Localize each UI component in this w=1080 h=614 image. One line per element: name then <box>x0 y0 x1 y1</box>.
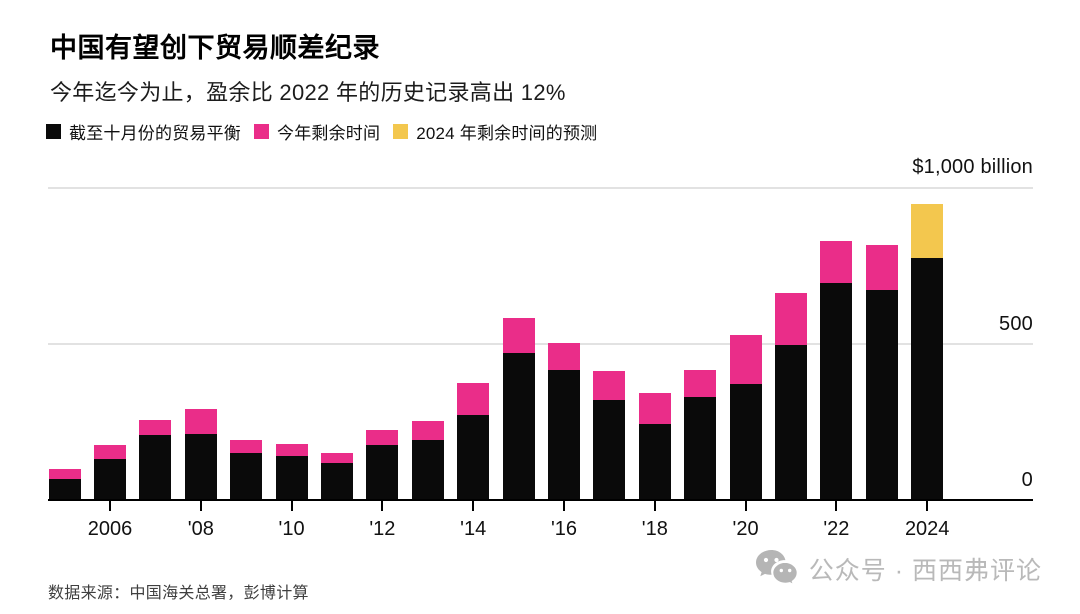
bar-2022-balance-segment <box>820 283 853 500</box>
bar-2008-balance-segment <box>184 433 217 500</box>
x-axis-tick-2016 <box>563 501 565 511</box>
legend-swatch-black <box>46 124 61 139</box>
x-axis-label-2008: '08 <box>187 518 214 540</box>
x-axis-tick-2006 <box>109 501 111 511</box>
x-axis-label-2010: '10 <box>278 518 305 540</box>
bar-2015-balance-segment <box>502 352 535 500</box>
legend-item-balance: 截至十月份的贸易平衡 <box>46 119 241 144</box>
bar-2008-rest-segment <box>184 408 217 434</box>
bar-2006-rest-segment <box>94 444 126 460</box>
legend-label: 2024 年剩余时间的预测 <box>416 124 598 143</box>
x-axis-label-2018: '18 <box>641 518 668 540</box>
x-axis-tick-2024 <box>926 501 929 511</box>
bar-2009-rest-segment <box>230 440 263 454</box>
legend-label: 今年剩余时间 <box>277 124 381 143</box>
bar-2012-balance-segment <box>366 445 399 500</box>
bar-2015-rest-segment <box>502 318 535 353</box>
bar-2009-balance-segment <box>230 453 263 500</box>
bar-2010-balance-segment <box>275 456 308 500</box>
bar-2014-balance-segment <box>457 415 490 500</box>
legend-item-rest-of-year: 今年剩余时间 <box>254 119 380 144</box>
bar-2021-rest-segment <box>775 293 807 345</box>
watermark-text: 公众号 · 西西弗评论 <box>808 557 1042 585</box>
legend-swatch-yellow <box>393 124 409 139</box>
bar-2020-rest-segment <box>729 334 762 384</box>
bar-2006-balance-segment <box>94 459 126 500</box>
x-axis-tick-2020 <box>744 501 747 511</box>
x-axis-label-2006: 2006 <box>87 518 133 540</box>
bar-2022-rest-segment <box>820 240 853 284</box>
legend-item-forecast: 2024 年剩余时间的预测 <box>393 119 597 144</box>
bar-2019-rest-segment <box>684 369 717 397</box>
bar-2024-forecast-segment <box>911 204 944 258</box>
data-source-note: 数据来源：中国海关总署，彭博计算 <box>48 585 309 602</box>
bar-2024-balance-segment <box>911 257 944 500</box>
x-axis-label-2014: '14 <box>460 518 487 540</box>
wechat-icon <box>755 550 799 587</box>
bar-2013-balance-segment <box>411 440 444 500</box>
watermark: 公众号 · 西西弗评论 <box>755 549 1042 589</box>
bar-2021-balance-segment <box>775 344 807 500</box>
bar-2011-balance-segment <box>321 463 353 500</box>
bar-2005-rest-segment <box>48 468 81 480</box>
x-axis-tick-2022 <box>835 501 838 511</box>
bar-2013-rest-segment <box>411 421 444 441</box>
bar-2007-rest-segment <box>139 420 172 436</box>
chart-legend: 截至十月份的贸易平衡 今年剩余时间 2024 年剩余时间的预测 <box>46 119 597 144</box>
bar-2012-rest-segment <box>366 430 399 446</box>
x-axis-tick-2010 <box>290 501 293 511</box>
bar-2018-rest-segment <box>638 392 671 424</box>
bar-2016-rest-segment <box>548 343 580 370</box>
x-axis-tick-2008 <box>199 501 202 511</box>
x-axis-tick-2012 <box>381 501 384 511</box>
x-axis-tick-2018 <box>653 501 656 511</box>
bar-2017-balance-segment <box>593 399 626 500</box>
x-axis-tick-2014 <box>472 501 475 511</box>
bar-2016-balance-segment <box>548 369 580 500</box>
bar-2018-balance-segment <box>638 423 671 500</box>
bar-2014-rest-segment <box>457 382 490 416</box>
bar-2011-rest-segment <box>321 452 353 464</box>
bar-2007-balance-segment <box>139 435 172 500</box>
x-axis-line <box>48 499 1033 501</box>
x-axis-label-2012: '12 <box>369 518 396 540</box>
bar-2023-rest-segment <box>865 245 898 291</box>
legend-swatch-pink <box>254 124 269 139</box>
y-axis-label-500: 500 <box>999 313 1033 335</box>
bar-2023-balance-segment <box>865 290 898 500</box>
bar-2005-balance-segment <box>48 479 81 500</box>
x-axis-label-2016: '16 <box>550 518 578 540</box>
bar-2017-rest-segment <box>593 370 626 400</box>
legend-label: 截至十月份的贸易平衡 <box>69 124 241 143</box>
bar-2020-balance-segment <box>729 383 762 500</box>
y-axis-label-0: 0 <box>1021 469 1033 491</box>
x-axis-label-2020: '20 <box>732 518 759 540</box>
x-axis-label-2024: 2024 <box>904 518 950 540</box>
y-axis-label-1000: $1,000 billion <box>912 156 1033 178</box>
bar-2019-balance-segment <box>684 396 717 500</box>
gridline-1000 <box>48 187 1033 189</box>
chart-subtitle: 今年迄今为止，盈余比 2022 年的历史记录高出 12% <box>50 80 566 105</box>
bar-2010-rest-segment <box>275 444 308 456</box>
chart-title: 中国有望创下贸易顺差纪录 <box>50 33 380 63</box>
x-axis-label-2022: '22 <box>823 518 850 540</box>
gridline-500 <box>48 343 1033 345</box>
